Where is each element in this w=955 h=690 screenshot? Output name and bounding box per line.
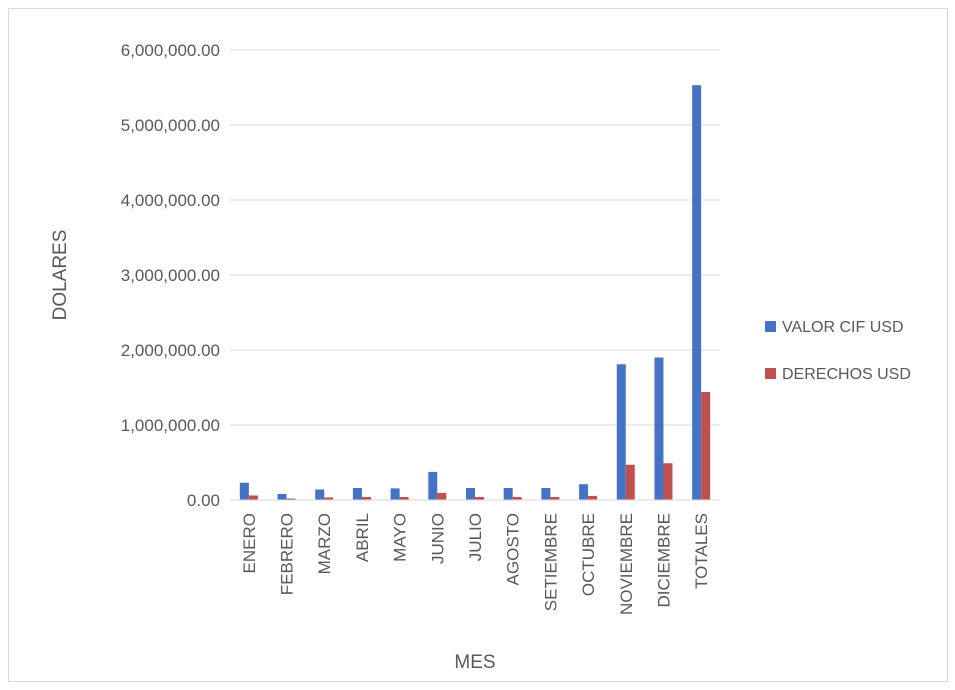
bar-valor-cif-totales [692,85,702,500]
y-tick-label: 0.00 [187,491,220,510]
x-tick-label: DICIEMBRE [654,513,673,607]
x-axis-tick-labels: ENERO FEBRERO MARZO ABRIL MAYO JUNIO JULIO AGOS… [240,513,711,615]
bar-derechos-junio [437,492,447,500]
legend-label: VALOR CIF USD [782,319,904,336]
x-axis-title: MES [454,652,495,673]
y-axis-title: DOLARES [50,230,71,321]
bar-derechos-diciembre [663,463,673,500]
x-tick-label: JUNIO [428,513,447,564]
bar-derechos-julio [475,497,484,500]
x-tick-label: TOTALES [692,513,711,589]
bar-derechos-octubre [588,495,598,500]
bar-derechos-febrero [286,498,296,500]
y-tick-label: 6,000,000.00 [121,41,220,60]
bar-valor-cif-mayo [390,488,400,500]
legend-label: DERECHOS USD [782,366,911,383]
bar-derechos-abril [361,497,371,500]
bar-derechos-setiembre [550,497,560,500]
y-axis-tick-labels: 0.00 1,000,000.00 2,000,000.00 3,000,000.00… [121,41,220,510]
x-tick-label: ABRIL [353,513,372,562]
x-tick-label: ENERO [240,513,259,573]
bar-valor-cif-octubre [579,484,589,500]
bar-valor-cif-julio [466,488,475,500]
bar-derechos-enero [248,495,258,500]
bar-derechos-marzo [324,497,334,500]
x-tick-label: MAYO [391,513,410,562]
gridlines [230,49,720,426]
x-tick-label: JULIO [466,513,485,561]
y-tick-label: 3,000,000.00 [121,266,220,285]
bar-derechos-noviembre [625,464,635,500]
x-tick-label: MARZO [315,513,334,574]
bar-valor-cif-marzo [315,489,325,500]
bars [239,85,711,500]
bar-valor-cif-enero [239,482,249,500]
bar-valor-cif-diciembre [654,357,664,500]
x-tick-label: NOVIEMBRE [617,513,636,615]
legend-swatch [765,368,776,379]
x-tick-label: FEBRERO [278,513,297,595]
bar-valor-cif-agosto [503,488,513,500]
bar-derechos-agosto [512,497,522,500]
y-tick-label: 4,000,000.00 [121,191,220,210]
bar-valor-cif-setiembre [541,488,551,500]
bar-valor-cif-abril [352,488,362,500]
y-tick-label: 1,000,000.00 [121,416,220,435]
x-tick-label: SETIEMBRE [541,513,560,611]
bar-derechos-totales [701,392,711,500]
chart-frame [8,8,948,682]
legend: VALOR CIF USD DERECHOS USD [765,319,911,383]
bar-valor-cif-junio [428,471,438,500]
x-tick-label: AGOSTO [504,513,523,585]
y-tick-label: 2,000,000.00 [121,341,220,360]
x-tick-label: OCTUBRE [579,513,598,596]
bar-valor-cif-noviembre [616,364,626,500]
bar-derechos-mayo [399,497,409,500]
y-tick-label: 5,000,000.00 [121,116,220,135]
bar-valor-cif-febrero [277,494,287,500]
legend-swatch [765,321,776,332]
